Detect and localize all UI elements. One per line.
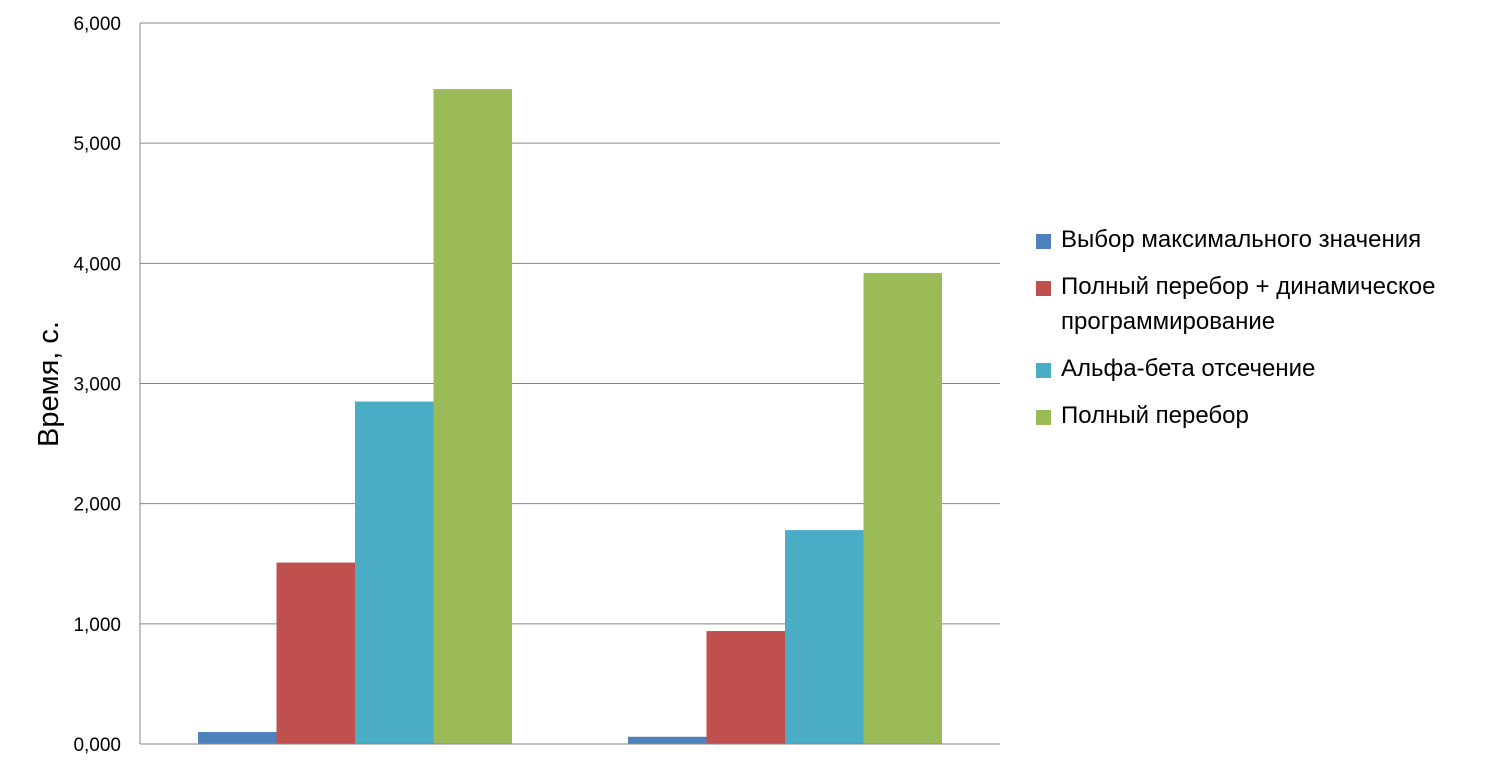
legend-label-full-search: Полный перебор [1061,402,1249,429]
legend-label-alpha-beta: Альфа-бета отсечение [1061,355,1316,382]
legend-label-max-value: Выбор максимального значения [1061,226,1422,253]
legend-item-full-search: Полный перебор [1036,398,1496,433]
legend-swatch-alpha-beta [1036,363,1051,378]
bars [198,89,942,744]
legend-item-full-search-dp: Полный перебор + динамическое программир… [1036,269,1496,339]
legend-item-max-value: Выбор максимального значения [1036,222,1496,257]
y-tick-label: 4,000 [73,254,121,275]
legend-item-alpha-beta: Альфа-бета отсечение [1036,351,1496,386]
legend-swatch-max-value [1036,234,1051,249]
bar-series-2-group-1 [276,562,355,744]
y-tick-label: 5,000 [73,134,121,155]
bar-series-4-group-2 [863,272,942,744]
y-tick-label: 2,000 [73,495,121,516]
y-axis-title: Время, с. [33,321,65,447]
bar-series-4-group-1 [433,89,512,744]
y-tick-label: 3,000 [73,375,121,396]
legend: Выбор максимального значения Полный пере… [1036,222,1496,445]
y-tick-label: 6,000 [73,14,121,35]
legend-swatch-full-search-dp [1036,281,1051,296]
legend-label-full-search-dp: Полный перебор + динамическое программир… [1061,273,1436,335]
bar-series-1-group-1 [198,731,277,744]
bar-series-2-group-2 [706,631,785,744]
bar-series-3-group-1 [355,401,434,744]
bar-series-1-group-2 [628,736,707,744]
bar-series-3-group-2 [785,530,864,744]
y-tick-label: 0,000 [73,735,121,756]
y-tick-label: 1,000 [73,615,121,636]
legend-swatch-full-search [1036,410,1051,425]
axes [139,23,1000,745]
y-tick-labels: 0,000 1,000 2,000 3,000 4,000 5,000 6,000 [73,14,121,756]
